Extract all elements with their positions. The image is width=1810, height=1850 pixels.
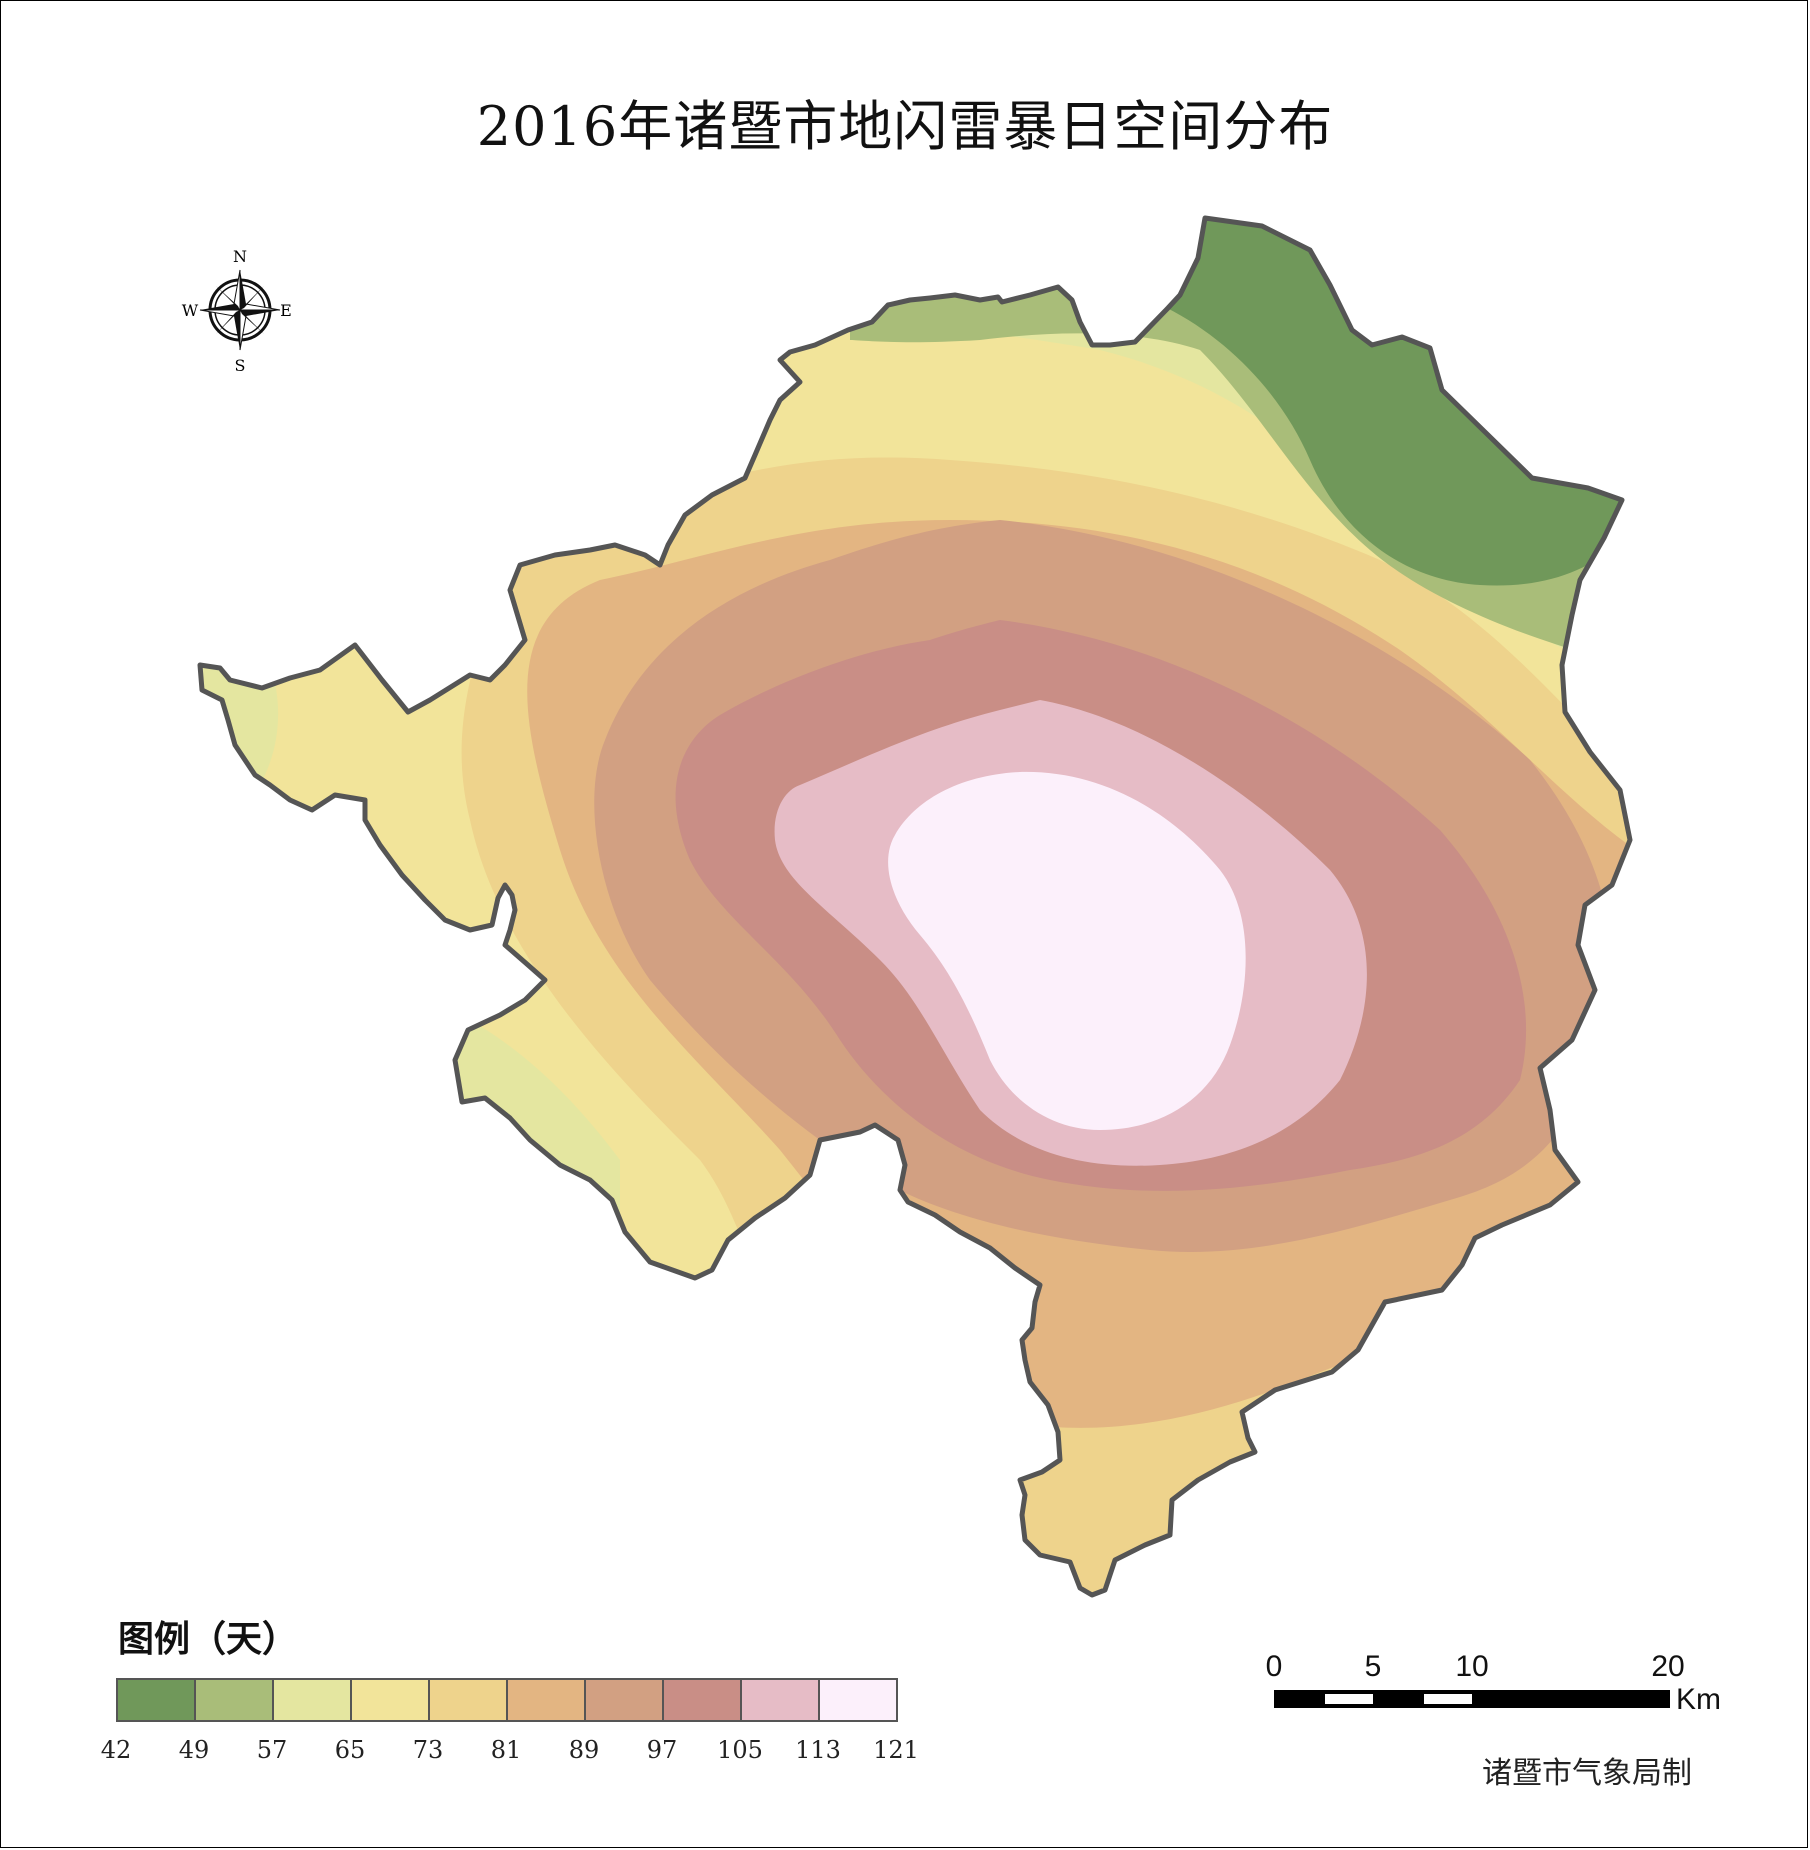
legend-tick-label: 97: [646, 1736, 678, 1764]
legend-tick-label: 89: [568, 1736, 600, 1764]
scale-unit: Km: [1676, 1683, 1721, 1716]
band-113-121: [888, 771, 1246, 1130]
legend-tick-label: 113: [795, 1736, 841, 1764]
contour-bands: [200, 218, 1630, 1595]
compass-east-label: E: [280, 301, 292, 320]
legend-swatch: [742, 1680, 820, 1720]
legend-swatch: [664, 1680, 742, 1720]
legend-swatch: [586, 1680, 664, 1720]
compass-south-label: S: [235, 356, 246, 375]
legend-swatch: [196, 1680, 274, 1720]
compass-west-label: W: [182, 301, 199, 320]
map-title: 2016年诸暨市地闪雷暴日空间分布: [476, 95, 1334, 158]
legend-tick-label: 105: [717, 1736, 763, 1764]
scale-label-10: 10: [1455, 1650, 1489, 1683]
legend-swatch: [274, 1680, 352, 1720]
legend-tick-label: 65: [334, 1736, 366, 1764]
legend-title: 图例（天）: [118, 1619, 299, 1660]
legend-swatch: [820, 1680, 896, 1720]
legend-swatch: [352, 1680, 430, 1720]
legend-tick-label: 57: [256, 1736, 288, 1764]
legend-color-bar: [116, 1678, 898, 1722]
legend-tick-label: 73: [412, 1736, 444, 1764]
legend-tick-label: 42: [100, 1736, 132, 1764]
legend-swatch: [118, 1680, 196, 1720]
legend-tick-label: 49: [178, 1736, 210, 1764]
credit-text: 诸暨市气象局制: [1482, 1756, 1692, 1791]
legend-swatch: [430, 1680, 508, 1720]
scale-bar: [1274, 1690, 1670, 1708]
legend-tick-label: 121: [873, 1736, 919, 1764]
scale-label-0: 0: [1265, 1650, 1283, 1683]
compass-north-label: N: [233, 247, 247, 266]
legend-tick-label: 81: [490, 1736, 522, 1764]
legend-swatch: [508, 1680, 586, 1720]
compass-rose-icon: N S E W: [182, 247, 292, 375]
scale-label-5: 5: [1364, 1650, 1382, 1683]
scale-label-20: 20: [1651, 1650, 1685, 1683]
